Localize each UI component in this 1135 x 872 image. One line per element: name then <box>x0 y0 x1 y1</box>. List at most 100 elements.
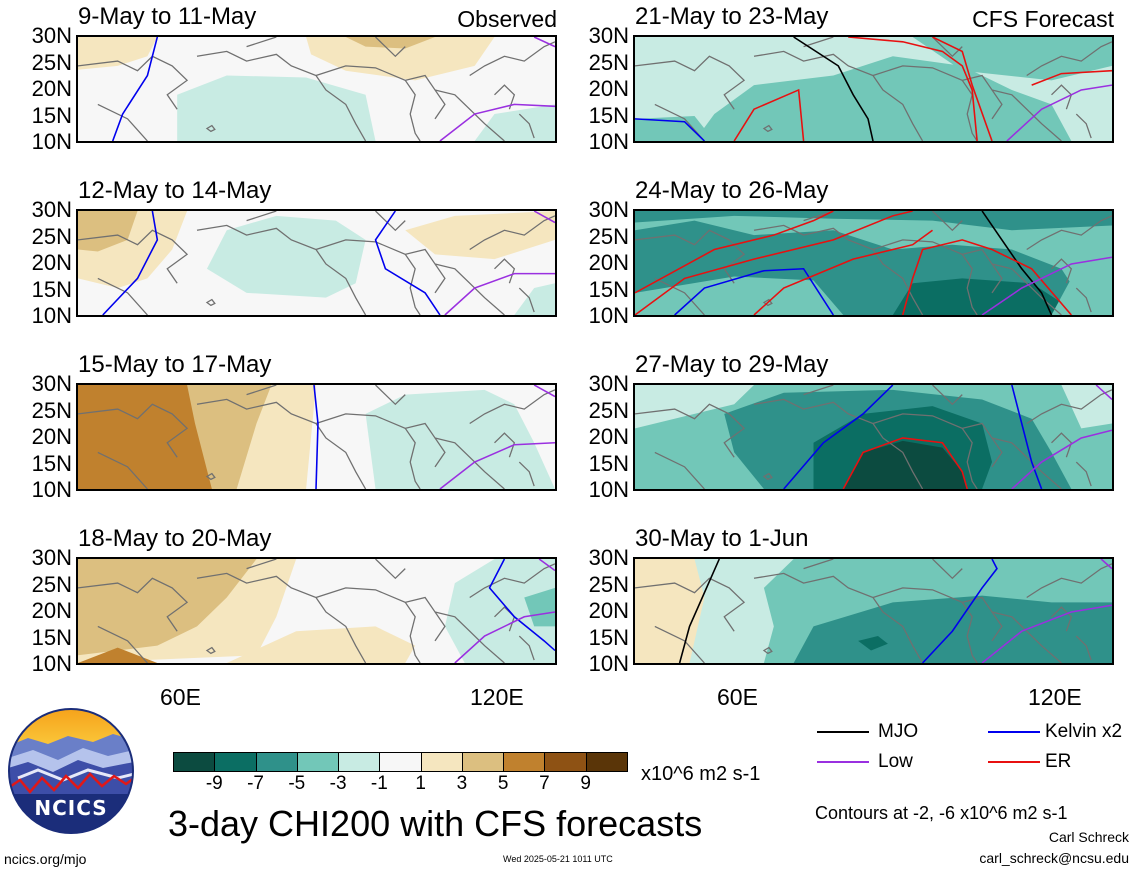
coastline <box>991 263 1062 315</box>
chi200-anomaly-region <box>892 278 1072 315</box>
lat-label: 25N <box>588 571 629 597</box>
colorbar-tick-label: 3 <box>456 773 468 794</box>
chi200-anomaly-region <box>694 56 1072 141</box>
coastline <box>404 427 421 489</box>
wave-contour <box>1011 385 1043 489</box>
lat-label: 20N <box>31 598 72 623</box>
coastline <box>762 646 773 655</box>
legend-label: Kelvin x2 <box>1045 721 1123 742</box>
lat-label: 10N <box>588 477 629 502</box>
coastline <box>753 572 924 663</box>
lat-label: 30N <box>588 23 629 48</box>
logo-text: NCICS <box>34 796 108 820</box>
main-title: 3-day CHI200 with CFS forecasts <box>168 803 703 844</box>
colorbar-cell <box>420 752 463 772</box>
chi200-anomaly-region <box>843 440 968 489</box>
lat-label: 25N <box>31 571 72 597</box>
legend-line-mjo <box>817 731 869 733</box>
coastline <box>315 239 446 294</box>
chi200-anomaly-region <box>78 559 257 656</box>
observed-tag: Observed <box>457 6 557 32</box>
coastline <box>932 211 963 232</box>
coastline <box>78 403 189 458</box>
coastline <box>469 215 555 251</box>
lat-label: 15N <box>588 624 629 650</box>
wave-contour <box>533 211 555 224</box>
lat-label: 10N <box>31 303 72 328</box>
coastline <box>753 224 924 315</box>
coastline <box>1051 606 1073 632</box>
map-svg <box>78 559 555 663</box>
map-panel <box>633 35 1114 143</box>
lon-label-60e-right: 60E <box>717 684 758 710</box>
colorbar-cell <box>585 752 628 772</box>
url-link[interactable]: ncics.org/mjo <box>4 851 87 867</box>
wave-contour <box>842 437 968 489</box>
wave-contour <box>439 442 555 489</box>
colorbar-cell <box>379 752 422 772</box>
coastline <box>78 55 189 110</box>
coastline <box>961 427 978 489</box>
lat-label: 10N <box>31 477 72 502</box>
coastline <box>1075 113 1092 139</box>
lat-label: 20N <box>588 76 629 101</box>
coastline <box>654 277 705 315</box>
coastline <box>375 211 406 232</box>
contours-note: Contours at -2, -6 x10^6 m2 s-1 <box>815 803 1068 823</box>
lat-label: 30N <box>588 197 629 222</box>
coastline <box>932 559 963 580</box>
wave-contour <box>901 239 1072 315</box>
wave-contour <box>1006 84 1112 141</box>
wave-contour <box>635 211 834 294</box>
coastline <box>196 398 367 489</box>
coastline <box>872 413 1003 468</box>
colorbar-cell <box>255 752 298 772</box>
wave-contour <box>1011 429 1112 489</box>
timestamp: Wed 2025-05-21 1011 UTC <box>503 854 613 864</box>
email-link[interactable]: carl_schreck@ncsu.edu <box>979 850 1129 866</box>
map-svg <box>635 559 1112 663</box>
map-panel <box>76 35 557 143</box>
wave-contour <box>733 88 805 141</box>
colorbar-units: x10^6 m2 s-1 <box>641 763 761 785</box>
lat-label: 20N <box>31 250 72 275</box>
coastline <box>1026 41 1112 77</box>
coastline <box>518 461 535 487</box>
wave-contour <box>922 559 998 663</box>
coastline <box>753 398 924 489</box>
panel-title: 12-May to 14-May <box>78 177 272 204</box>
coastline <box>78 229 189 284</box>
coastline <box>872 587 1003 642</box>
colorbar-tick-label: 7 <box>539 773 550 794</box>
lat-label: 30N <box>31 197 72 222</box>
map-panel <box>76 383 557 491</box>
lat-label: 25N <box>31 49 72 75</box>
coastline <box>518 635 535 661</box>
coastline <box>932 385 963 406</box>
coastline <box>635 577 746 632</box>
colorbar: -9 -7 -5 -3 -1 1 3 5 7 9 <box>173 752 628 793</box>
coastline <box>246 385 277 396</box>
coastline <box>97 103 148 141</box>
colorbar-tick-label: -5 <box>288 773 306 794</box>
coastline <box>961 253 978 315</box>
wave-contour <box>793 37 874 141</box>
chi200-anomaly-region <box>206 215 366 298</box>
coastline <box>803 559 834 570</box>
lon-label-120e-left: 120E <box>470 684 524 710</box>
wave-contour <box>444 272 555 315</box>
panel-title: 27-May to 29-May <box>635 351 829 378</box>
coastline <box>518 287 535 313</box>
map-svg <box>78 211 555 315</box>
coastline <box>246 559 277 570</box>
coastline <box>404 79 421 141</box>
map-svg <box>635 385 1112 489</box>
wave-contour <box>439 103 555 141</box>
chi200-anomaly-region <box>345 37 436 49</box>
coastline <box>518 113 535 139</box>
lat-label: 30N <box>588 371 629 396</box>
lat-label: 25N <box>588 223 629 249</box>
coastline <box>434 611 505 663</box>
coastline <box>205 472 216 481</box>
coastline <box>1075 461 1092 487</box>
